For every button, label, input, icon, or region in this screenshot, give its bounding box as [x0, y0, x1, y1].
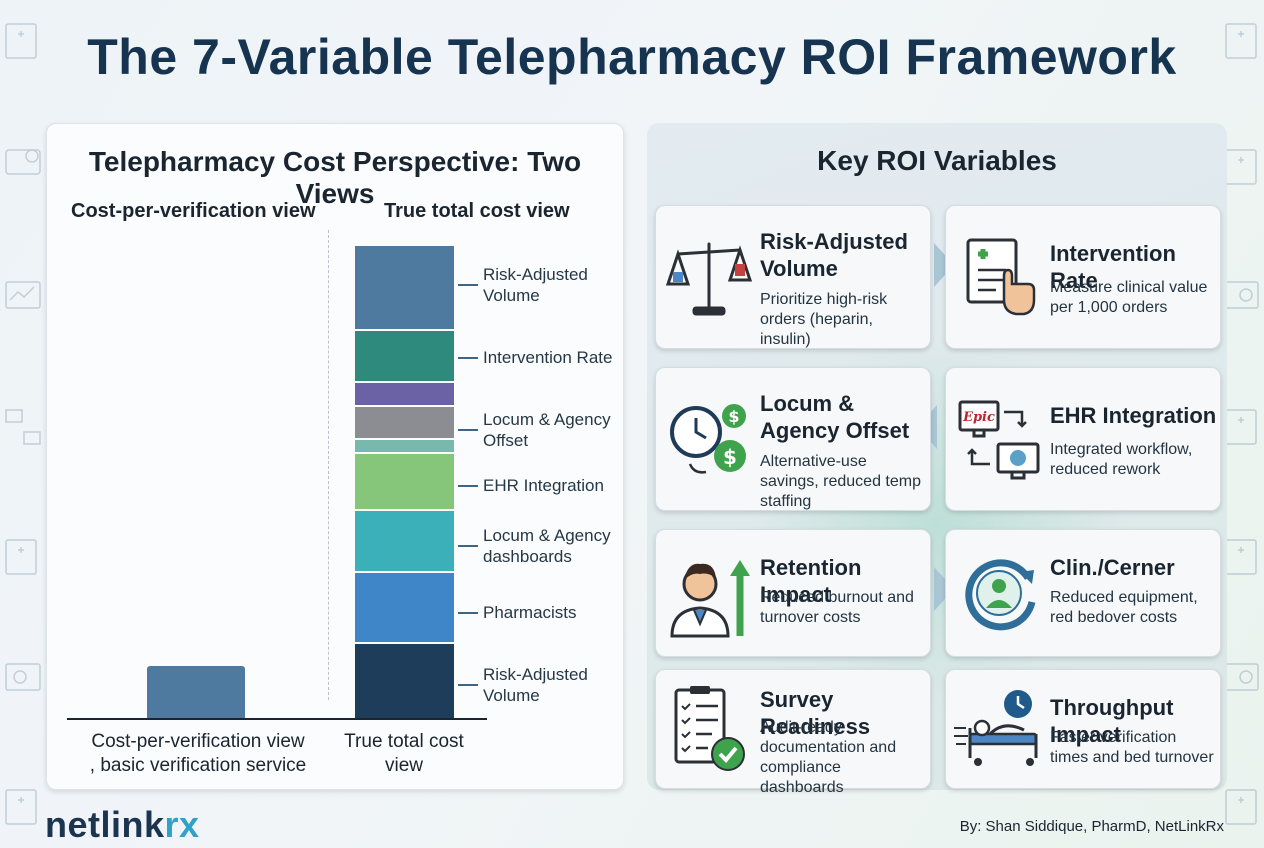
netlinkrx-logo: netlinkrx — [45, 804, 200, 846]
segment-tick-5 — [458, 545, 478, 547]
author-byline: By: Shan Siddique, PharmD, NetLinkRx — [959, 818, 1224, 835]
stack-segment-9 — [355, 246, 454, 329]
segment-label-line2: dashboards — [483, 547, 572, 566]
checklist-icon — [674, 686, 745, 771]
card-clin-cerner: Clin./Cerner Reduced equipment, red bedo… — [945, 529, 1221, 657]
logo-main: netlink — [45, 804, 165, 845]
card-description: Integrated workflow, reduced rework — [1050, 441, 1193, 478]
card-survey-readiness: Survey Readiness Audit-ready documentati… — [655, 669, 931, 796]
segment-tick-4 — [458, 485, 478, 487]
segment-label-line1: Intervention Rate — [483, 348, 613, 367]
hospital-pattern-right — [1223, 23, 1259, 825]
card-title: Survey Readiness — [760, 687, 871, 739]
x-label-a-line2: , basic verification service — [89, 755, 307, 776]
x-label-a-line1: Cost-per-verification view — [91, 731, 305, 752]
segment-label-line1: Risk-Adjusted — [483, 265, 588, 284]
card-throughput-impact: Throughput Impact Faster verification ti… — [945, 669, 1221, 789]
cost-perspective-panel: Telepharmacy Cost Perspective: Two Views… — [46, 123, 624, 790]
card-title: EHR Integration — [1050, 403, 1217, 428]
card-description: Measure clinical value per 1,000 orders — [1050, 279, 1208, 316]
segment-label-line2: Volume — [483, 686, 540, 705]
document-hand-icon — [966, 238, 1036, 316]
card-description: Prioritize high-risk orders (heparin, in… — [760, 291, 888, 348]
card-title: Retention Impact — [760, 555, 862, 607]
segment-label-5: Locum & Agency dashboards — [483, 525, 623, 567]
svg-text:$: $ — [723, 445, 737, 469]
card-title: Intervention Rate — [1050, 241, 1176, 293]
segment-label-line2: Volume — [483, 286, 540, 305]
segment-label-line1: Risk-Adjusted — [483, 665, 588, 684]
card-intervention-rate: Intervention Rate Measure clinical value… — [945, 205, 1221, 349]
chart-baseline — [67, 718, 487, 720]
segment-tick-1 — [458, 284, 478, 286]
key-roi-title: Key ROI Variables — [817, 145, 1057, 176]
x-label-true-total-cost: True total cost view — [329, 730, 479, 778]
card-retention-impact: Retention Impact Reduced burnout and tur… — [655, 529, 931, 657]
card-description: Reduced equipment, red bedover costs — [1050, 589, 1198, 626]
segment-label-2: Intervention Rate — [483, 347, 623, 368]
segment-tick-2 — [458, 357, 478, 359]
card-ehr-integration: Epic EHR Integration Integrated workflow… — [945, 367, 1221, 511]
segment-tick-7 — [458, 684, 478, 686]
epic-badge: Epic — [962, 410, 995, 425]
segment-label-4: EHR Integration — [483, 475, 623, 496]
clock-dollar-icon: $ $ — [670, 404, 746, 474]
card-title: Clin./Cerner — [1050, 555, 1175, 580]
segment-tick-3 — [458, 429, 478, 431]
cost-per-verification-heading: Cost-per-verification view — [71, 200, 316, 222]
segment-label-line2: Offset — [483, 431, 529, 450]
stack-segment-6 — [355, 407, 454, 438]
x-label-b-line1: True total cost — [344, 731, 464, 752]
x-label-cost-per-verification: Cost-per-verification view , basic verif… — [83, 730, 313, 778]
card-title: Locum & Agency Offset — [760, 391, 910, 443]
view-divider — [328, 230, 329, 700]
stack-segment-4 — [355, 454, 454, 509]
segment-label-line1: EHR Integration — [483, 476, 604, 495]
logo-accent: rx — [164, 804, 200, 845]
total-cost-stacked-bar — [355, 244, 454, 718]
segment-label-line1: Pharmacists — [483, 603, 577, 622]
pharmacist-growth-icon — [670, 560, 750, 638]
bed-clock-icon — [954, 690, 1038, 766]
stack-segment-7 — [355, 383, 454, 405]
x-label-b-line2: view — [384, 755, 423, 776]
stack-segment-8 — [355, 331, 454, 381]
scale-icon — [665, 242, 753, 316]
card-locum-agency-offset: $ $ Locum & Agency Offset Alternative-us… — [655, 367, 931, 511]
key-roi-variables-panel: Key ROI Variables Risk-Adjusted Volume P… — [647, 123, 1227, 796]
card-description: Faster verification times and bed turnov… — [1050, 729, 1214, 766]
segment-tick-6 — [458, 612, 478, 614]
card-description: Audit-ready documentation and compliance… — [760, 719, 897, 796]
card-title: Throughput Impact — [1050, 695, 1174, 747]
svg-text:$: $ — [728, 407, 739, 426]
person-cycle-icon — [965, 559, 1036, 631]
basic-verification-bar — [147, 666, 245, 718]
true-total-cost-heading: True total cost view — [384, 200, 570, 222]
segment-label-line1: Locum & Agency — [483, 526, 611, 545]
cost-perspective-title: Telepharmacy Cost Perspective: Two Views — [88, 146, 582, 209]
page-title: The 7-Variable Telepharmacy ROI Framewor… — [87, 29, 1177, 85]
stack-segment-3 — [355, 511, 454, 571]
segment-label-1: Risk-Adjusted Volume — [483, 264, 623, 306]
card-description: Alternative-use savings, reduced temp st… — [760, 453, 921, 510]
card-title: Risk-Adjusted Volume — [760, 229, 908, 281]
segment-label-7: Risk-Adjusted Volume — [483, 664, 623, 706]
segment-label-3: Locum & Agency Offset — [483, 409, 623, 451]
segment-label-6: Pharmacists — [483, 602, 623, 623]
card-description: Reduced burnout and turnover costs — [760, 589, 914, 626]
ehr-monitors-icon: Epic — [958, 400, 1040, 480]
stack-segment-5 — [355, 440, 454, 452]
stack-segment-2 — [355, 573, 454, 642]
segment-label-line1: Locum & Agency — [483, 410, 611, 429]
hospital-pattern-left — [5, 23, 41, 825]
stack-segment-1 — [355, 644, 454, 718]
card-risk-adjusted-volume: Risk-Adjusted Volume Prioritize high-ris… — [655, 205, 931, 349]
